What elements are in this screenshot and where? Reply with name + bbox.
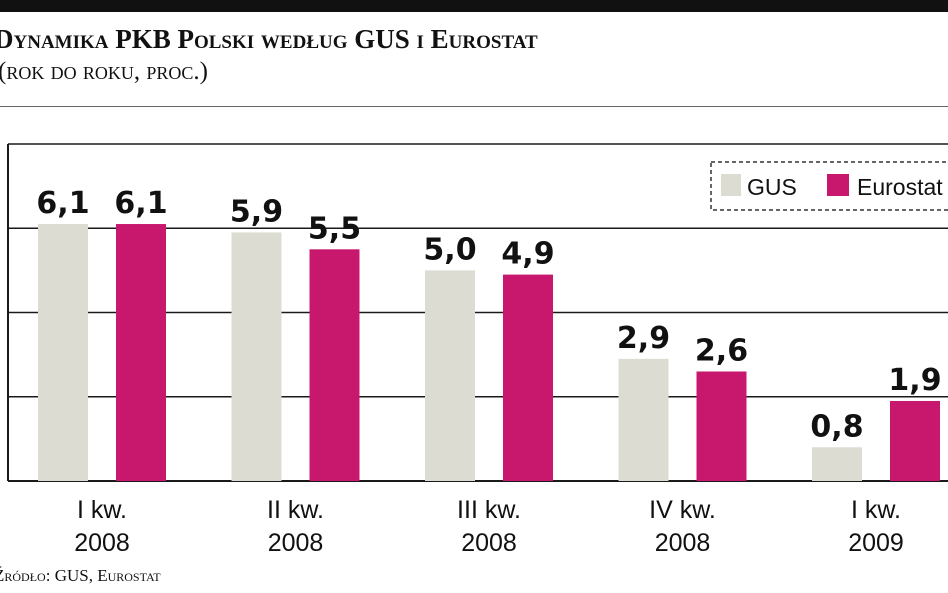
legend-box xyxy=(710,161,948,211)
bar-gus xyxy=(812,447,862,481)
legend-label-gus: GUS xyxy=(747,174,797,200)
x-tick-label: II kw. xyxy=(267,496,324,524)
source-note: Źródło: GUS, Eurostat xyxy=(0,566,161,585)
title-divider xyxy=(0,106,948,107)
x-tick-label: I kw. xyxy=(77,496,127,524)
bar-eurostat xyxy=(309,249,360,481)
bar-value-label: 5,0 xyxy=(423,232,476,267)
legend-swatch-eurostat xyxy=(827,174,849,196)
legend-swatch-gus xyxy=(721,174,741,196)
bar-value-label: 2,9 xyxy=(617,321,670,356)
bar-value-label: 5,9 xyxy=(230,194,283,229)
bar-value-label: 6,1 xyxy=(36,186,89,221)
bar-value-label: 6,1 xyxy=(114,186,167,221)
bar-eurostat xyxy=(890,400,940,481)
bar-value-label: 0,8 xyxy=(810,409,863,444)
x-tick-label: III kw. xyxy=(457,496,521,524)
chart-title: Dynamika PKB Polski według GUS i Eurosta… xyxy=(0,24,538,54)
bar-gus xyxy=(425,270,475,481)
legend-label-eurostat: Eurostat xyxy=(857,174,943,200)
bar-value-label: 1,9 xyxy=(888,363,941,398)
x-tick-label: 2008 xyxy=(268,529,324,557)
x-tick-label: 2008 xyxy=(655,529,711,557)
legend: GUS Eurostat xyxy=(710,161,948,211)
bar-value-label: 2,6 xyxy=(695,333,748,368)
x-tick-label: 2008 xyxy=(74,529,130,557)
top-rule xyxy=(0,0,948,12)
bar-gus xyxy=(38,224,88,481)
bar-gus xyxy=(618,358,669,481)
bar-eurostat xyxy=(503,274,553,481)
bar-value-label: 5,5 xyxy=(308,211,361,246)
chart-subtitle: (rok do roku, proc.) xyxy=(0,58,208,85)
x-tick-label: 2008 xyxy=(461,529,517,557)
bar-value-label: 4,9 xyxy=(501,237,554,272)
x-tick-label: I kw. xyxy=(851,496,901,524)
x-tick-label: 2009 xyxy=(848,529,904,557)
bar-eurostat xyxy=(116,224,166,481)
bar-eurostat xyxy=(696,371,747,481)
bar-chart: 6,1 6,1 I kw. 2008 5,9 5,5 II kw. 2008 5,0 4,9 III… xyxy=(7,143,948,557)
x-tick-label: IV kw. xyxy=(649,496,716,524)
bar-gus xyxy=(231,232,282,481)
